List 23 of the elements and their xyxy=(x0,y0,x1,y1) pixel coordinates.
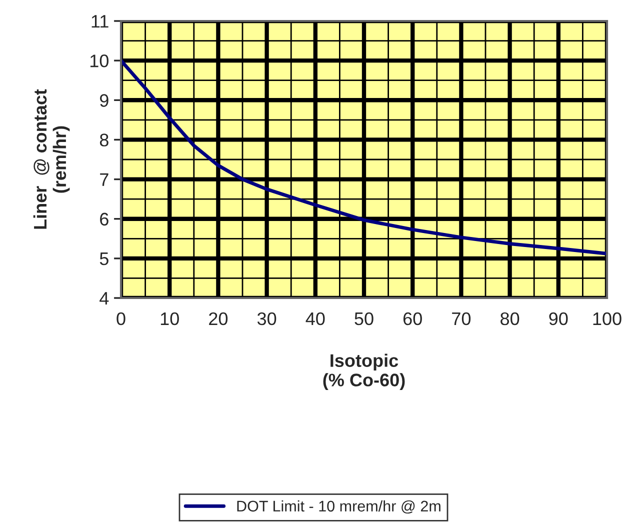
y-tick-label: 10 xyxy=(90,54,108,68)
x-tick-label: 90 xyxy=(549,312,568,326)
x-tick-label: 80 xyxy=(500,312,520,326)
x-tick-label: 50 xyxy=(354,312,374,326)
x-axis-title: Isotopic (% Co-60) xyxy=(323,354,405,390)
y-tick-label: 6 xyxy=(100,212,108,226)
x-tick-label: 30 xyxy=(257,312,276,326)
x-tick-label: 70 xyxy=(452,312,471,326)
y-tick-label: 11 xyxy=(92,15,108,28)
x-tick-label: 60 xyxy=(403,312,422,326)
x-tick-label: 20 xyxy=(209,312,228,326)
y-tick-label: 4 xyxy=(100,292,109,305)
y-axis-title: Liner @ contact (rem/hr) xyxy=(33,89,70,229)
x-tick-label: 10 xyxy=(160,312,179,326)
line-series xyxy=(121,58,607,256)
legend-label: DOT Limit - 10 mrem/hr @ 2m xyxy=(237,500,440,514)
y-tick-label: 7 xyxy=(100,173,108,186)
x-tick-label: 40 xyxy=(306,312,325,326)
x-tick-label: 100 xyxy=(593,312,622,326)
y-tick-label: 9 xyxy=(100,94,108,107)
y-tick-label: 5 xyxy=(100,252,108,266)
x-tick-label: 0 xyxy=(116,312,126,326)
y-tick-label: 8 xyxy=(100,134,108,146)
